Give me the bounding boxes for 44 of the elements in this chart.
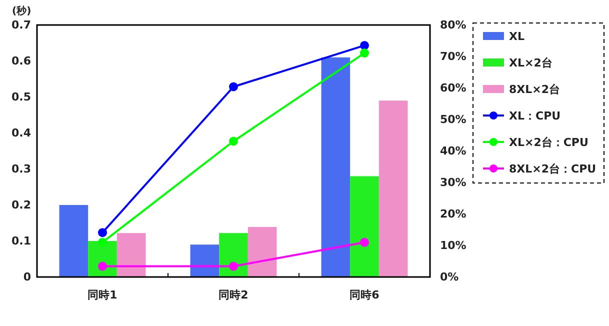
y2-tick-label: 0% (440, 270, 459, 284)
x-tick-label: 同時1 (88, 288, 118, 302)
bar (190, 244, 220, 277)
point (360, 40, 369, 50)
bar (59, 205, 88, 277)
y-tick-label: 0.5 (12, 90, 31, 104)
bar (219, 233, 248, 277)
bar (378, 100, 408, 277)
point (360, 48, 369, 58)
y-tick-label: 0.3 (12, 162, 31, 176)
point (98, 262, 107, 271)
point (98, 238, 107, 247)
y2-tick-label: 20% (440, 208, 466, 221)
y-axis-title: (秒) (12, 5, 32, 17)
point (229, 262, 238, 271)
bar (350, 176, 379, 277)
point (229, 136, 238, 146)
legend-label: XL (509, 30, 524, 43)
x-tick-label: 同時6 (350, 288, 380, 302)
bar (248, 226, 277, 277)
legend-label: XL：CPU (509, 110, 561, 122)
y2-tick-label: 80% (440, 18, 466, 32)
legend-label: XL×2台 (509, 56, 552, 70)
y2-tick-label: 30% (440, 176, 466, 190)
y-tick-label: 0.2 (12, 198, 31, 212)
legend-label: 8XL×2台 (509, 83, 560, 96)
y2-tick-label: 10% (440, 239, 466, 252)
legend-label: 8XL×2台：CPU (509, 162, 596, 176)
point (229, 82, 238, 92)
y2-tick-label: 70% (440, 50, 466, 64)
y2-tick-label: 40% (440, 144, 466, 158)
bar (321, 57, 350, 277)
y-tick-label: 0.1 (12, 234, 31, 248)
point (98, 228, 107, 238)
y2-tick-label: 60% (440, 82, 466, 95)
y-tick-label: 0.6 (12, 54, 32, 68)
y2-tick-label: 50% (440, 113, 466, 126)
y-tick-label: 0.7 (12, 18, 31, 32)
point (360, 238, 369, 247)
y-tick-label: 0 (23, 270, 32, 284)
bar (116, 233, 146, 277)
x-tick-label: 同時2 (218, 288, 248, 302)
legend-label: XL×2台：CPU (509, 136, 588, 149)
y-tick-label: 0.4 (12, 126, 32, 140)
